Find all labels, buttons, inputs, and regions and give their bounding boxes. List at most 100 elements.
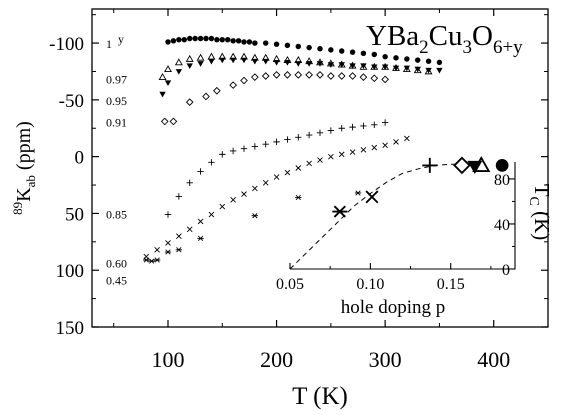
data-point <box>252 185 258 192</box>
legend-label: 0.95 <box>106 94 127 108</box>
data-point <box>207 52 216 60</box>
inset-y-label-unit: (K) <box>530 206 554 240</box>
data-point <box>185 54 194 62</box>
data-point <box>283 71 292 79</box>
data-point <box>404 56 410 62</box>
legend-label: 0.91 <box>106 115 127 129</box>
data-point <box>348 72 357 80</box>
legend-labels: 1 0.97 0.95 0.91 0.85 0.60 0.45 <box>106 37 127 287</box>
data-point <box>337 72 346 80</box>
data-point <box>327 72 335 80</box>
data-point <box>295 61 302 67</box>
data-point <box>235 38 242 44</box>
inset-y-label-sub: C <box>526 197 541 206</box>
data-point <box>436 67 443 74</box>
data-point <box>176 36 182 43</box>
data-point <box>197 35 204 42</box>
data-point <box>240 76 248 85</box>
data-point <box>295 165 302 171</box>
data-point <box>160 117 169 126</box>
y-label-base: K <box>13 187 35 202</box>
inset-y-tick-label: 40 <box>494 217 510 234</box>
data-point <box>306 44 312 51</box>
data-point <box>273 138 280 146</box>
data-point <box>175 193 183 200</box>
data-point <box>316 71 324 79</box>
inset-x-tick-label: 0.15 <box>437 276 465 293</box>
data-point <box>164 80 172 87</box>
series-y-1 <box>165 35 443 66</box>
inset-y-tick-label: 0 <box>502 262 510 279</box>
legend-header: y <box>118 32 124 46</box>
data-point <box>186 35 193 42</box>
x-tick-label: 300 <box>369 347 402 372</box>
data-point <box>174 58 183 66</box>
y-tick-label: 50 <box>65 204 84 225</box>
data-point <box>382 53 388 60</box>
data-point <box>185 98 194 106</box>
data-point <box>169 117 178 126</box>
main-data-series <box>143 35 443 264</box>
chart-title: YBa2Cu3O6+y <box>366 20 523 58</box>
x-tick-label: 100 <box>152 347 185 372</box>
data-point <box>219 57 226 64</box>
data-point <box>153 257 161 263</box>
inset-point-cross <box>365 190 379 204</box>
inset-point-filled-down-triangle <box>467 160 483 175</box>
data-point <box>338 62 345 68</box>
legend-label: 0.85 <box>106 207 127 221</box>
inset-y-tick-label: 80 <box>494 172 510 189</box>
data-point <box>393 139 399 145</box>
data-point <box>186 226 193 233</box>
data-point <box>251 58 259 65</box>
series-y-0.60 <box>143 135 410 260</box>
y-label-unit: (ppm) <box>13 121 35 175</box>
data-point <box>328 47 334 53</box>
data-point <box>213 86 221 95</box>
data-point <box>425 67 432 74</box>
data-point <box>175 69 183 75</box>
data-point <box>414 57 421 63</box>
y-axis-label: 89Kab (ppm) <box>10 121 38 215</box>
y-tick-label: -100 <box>49 34 84 55</box>
data-point <box>349 49 356 55</box>
data-point <box>404 135 410 142</box>
data-point <box>295 194 302 201</box>
data-point <box>414 66 421 73</box>
inset-plot: 0.05 0.10 0.15 0 40 80 hole doping p TC (K) <box>276 155 554 318</box>
data-point <box>219 36 226 43</box>
data-point <box>381 119 389 126</box>
inset-x-tick-label: 0.05 <box>276 276 304 293</box>
data-point <box>148 258 155 264</box>
data-point <box>272 71 281 79</box>
title-sub-3: 3 <box>463 37 473 58</box>
data-point <box>284 59 291 66</box>
title-mid-cu: Cu <box>429 20 463 52</box>
data-point <box>284 42 291 49</box>
data-point <box>241 39 247 45</box>
data-point <box>381 75 389 84</box>
data-point <box>165 39 171 45</box>
legend-label: 0.97 <box>106 72 127 86</box>
inset-point-open-diamond <box>453 156 471 175</box>
data-point <box>338 48 345 54</box>
data-point <box>316 129 324 136</box>
data-point <box>306 160 312 167</box>
data-point <box>230 38 236 44</box>
data-point <box>202 92 210 101</box>
main-plot-frame <box>91 8 549 328</box>
data-point <box>196 53 205 61</box>
data-point <box>208 159 215 166</box>
data-point <box>338 125 345 132</box>
x-tick-label: 400 <box>477 347 510 372</box>
inset-point-asterisk <box>332 205 348 218</box>
data-point <box>328 153 334 160</box>
data-point <box>261 72 270 80</box>
data-point <box>349 123 356 131</box>
data-point <box>229 57 237 64</box>
series-y-0.85 <box>164 119 389 218</box>
inset-frame <box>290 162 516 270</box>
inset-point-plus <box>422 157 438 173</box>
data-point <box>436 59 443 66</box>
